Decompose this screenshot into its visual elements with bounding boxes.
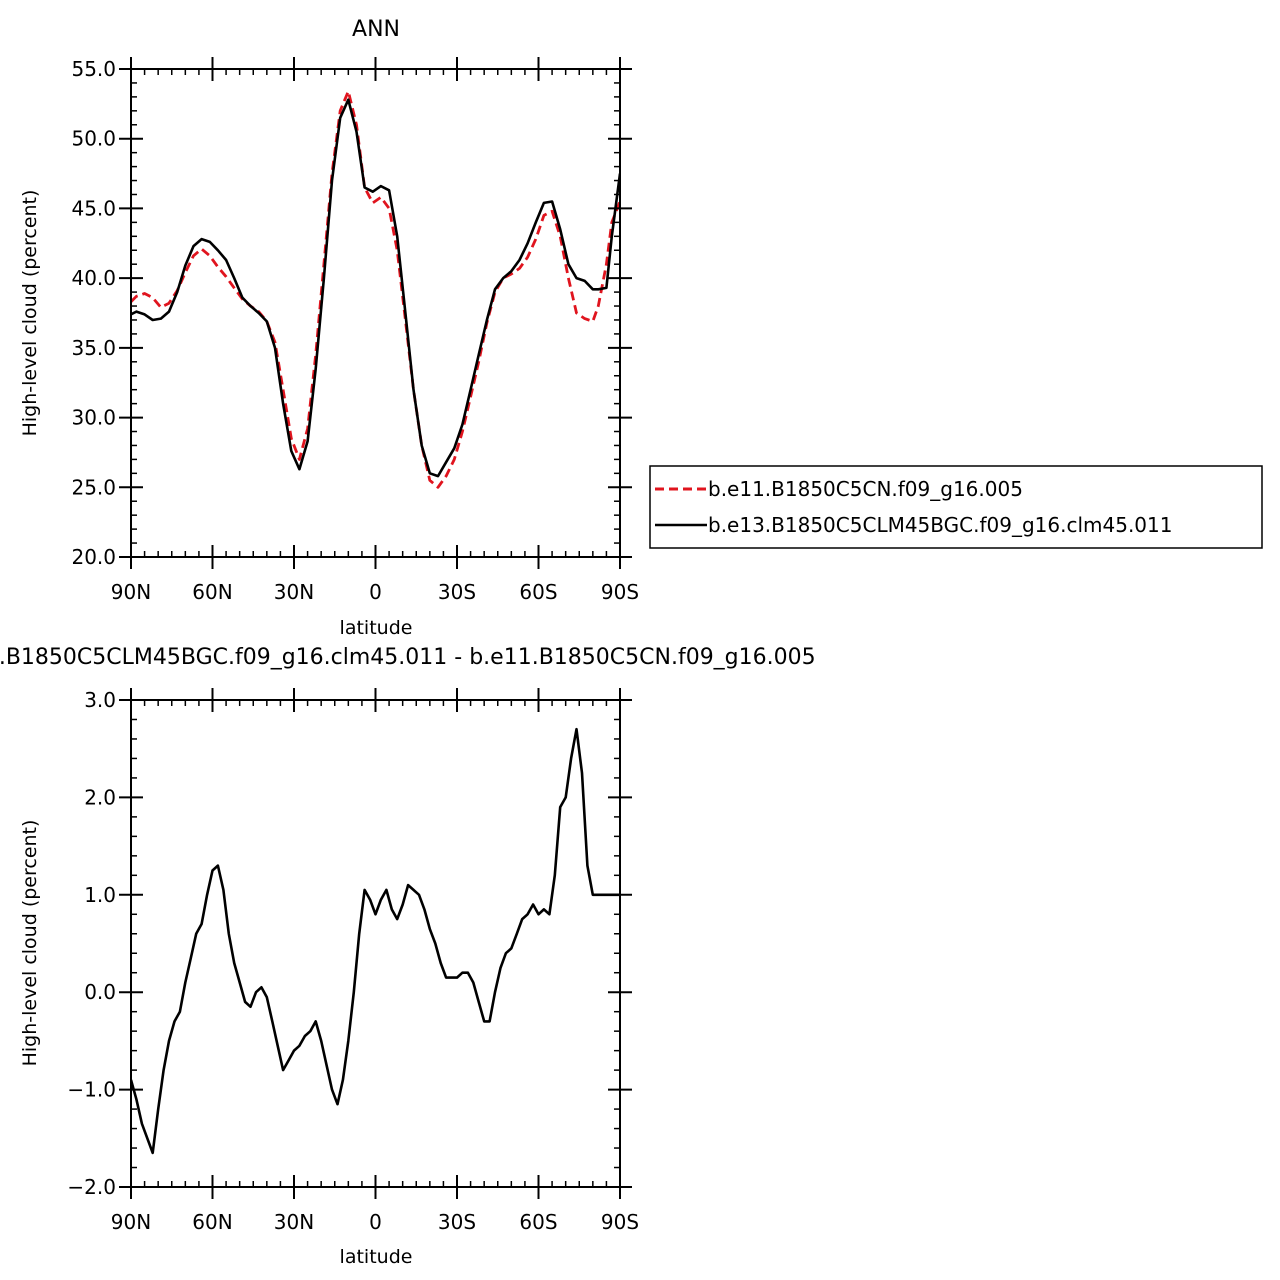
bottom-plot-frame (130, 699, 621, 1188)
bottom-series-line-1 (131, 727, 620, 1155)
top-x-tick-label: 90S (601, 580, 639, 604)
bottom-plot-area: 90N 60N 30N 0 30S 60S 90S −2.0 −1.0 0.0 1.0 2.0 3.0 (67, 688, 639, 1234)
top-x-tick-label: 0 (369, 580, 382, 604)
top-series-line-2 (131, 98, 620, 478)
bottom-y-tick-label: −1.0 (67, 1078, 116, 1102)
legend-box (649, 465, 1263, 549)
bottom-y-tick-label: −2.0 (67, 1175, 116, 1199)
top-x-tick-label: 90N (111, 580, 151, 604)
top-y-tick-label: 30.0 (71, 406, 116, 430)
bottom-y-tick-label: 0.0 (84, 980, 116, 1004)
top-series-group (131, 89, 620, 489)
bottom-x-tick-label: 60N (192, 1210, 232, 1234)
bottom-x-tick-label: 60S (519, 1210, 557, 1234)
top-y-tick-label: 55.0 (71, 57, 116, 81)
legend: b.e11.B1850C5CN.f09_g16.005 b.e13.B1850C… (649, 465, 1263, 549)
top-x-tick-label: 30N (274, 580, 314, 604)
bottom-x-tick-label: 90N (111, 1210, 151, 1234)
bottom-y-axis-label: High-level cloud (percent) (19, 820, 41, 1067)
top-plot-frame (130, 68, 621, 558)
top-panel: ANN 90N 60N 30N 0 30S 60S 90S 20.0 25.0 30.0 35.0 4… (19, 17, 639, 639)
top-x-tick-label: 60N (192, 580, 232, 604)
bottom-panel: b.e13.B1850C5CLM45BGC.f09_g16.clm45.011 … (0, 645, 816, 1268)
bottom-x-tick-label: 30S (438, 1210, 476, 1234)
top-x-tick-label: 60S (519, 580, 557, 604)
top-x-tick-label: 30S (438, 580, 476, 604)
top-y-tick-label: 50.0 (71, 127, 116, 151)
top-y-tick-label: 40.0 (71, 266, 116, 290)
bottom-chart-title: b.e13.B1850C5CLM45BGC.f09_g16.clm45.011 … (0, 645, 816, 670)
top-x-axis-label: latitude (340, 617, 413, 639)
bottom-series-group (131, 727, 620, 1155)
top-y-axis-label: High-level cloud (percent) (19, 190, 41, 437)
top-y-tick-label: 25.0 (71, 475, 116, 499)
bottom-y-tick-label: 1.0 (84, 883, 116, 907)
top-plot-area: 90N 60N 30N 0 30S 60S 90S 20.0 25.0 30.0 35.0 40.0 4… (71, 57, 639, 604)
bottom-x-tick-label: 90S (601, 1210, 639, 1234)
bottom-y-tick-label: 3.0 (84, 688, 116, 712)
bottom-x-axis-label: latitude (340, 1246, 413, 1268)
legend-label-2: b.e13.B1850C5CLM45BGC.f09_g16.clm45.011 (708, 513, 1172, 537)
top-y-tick-label: 45.0 (71, 196, 116, 220)
bottom-x-tick-label: 0 (369, 1210, 382, 1234)
bottom-y-tick-label: 2.0 (84, 785, 116, 809)
top-series-line-1 (131, 89, 620, 489)
bottom-x-tick-label: 30N (274, 1210, 314, 1234)
top-y-tick-label: 35.0 (71, 336, 116, 360)
legend-label-1: b.e11.B1850C5CN.f09_g16.005 (708, 477, 1023, 501)
top-chart-title: ANN (352, 17, 400, 42)
top-y-tick-label: 20.0 (71, 545, 116, 569)
